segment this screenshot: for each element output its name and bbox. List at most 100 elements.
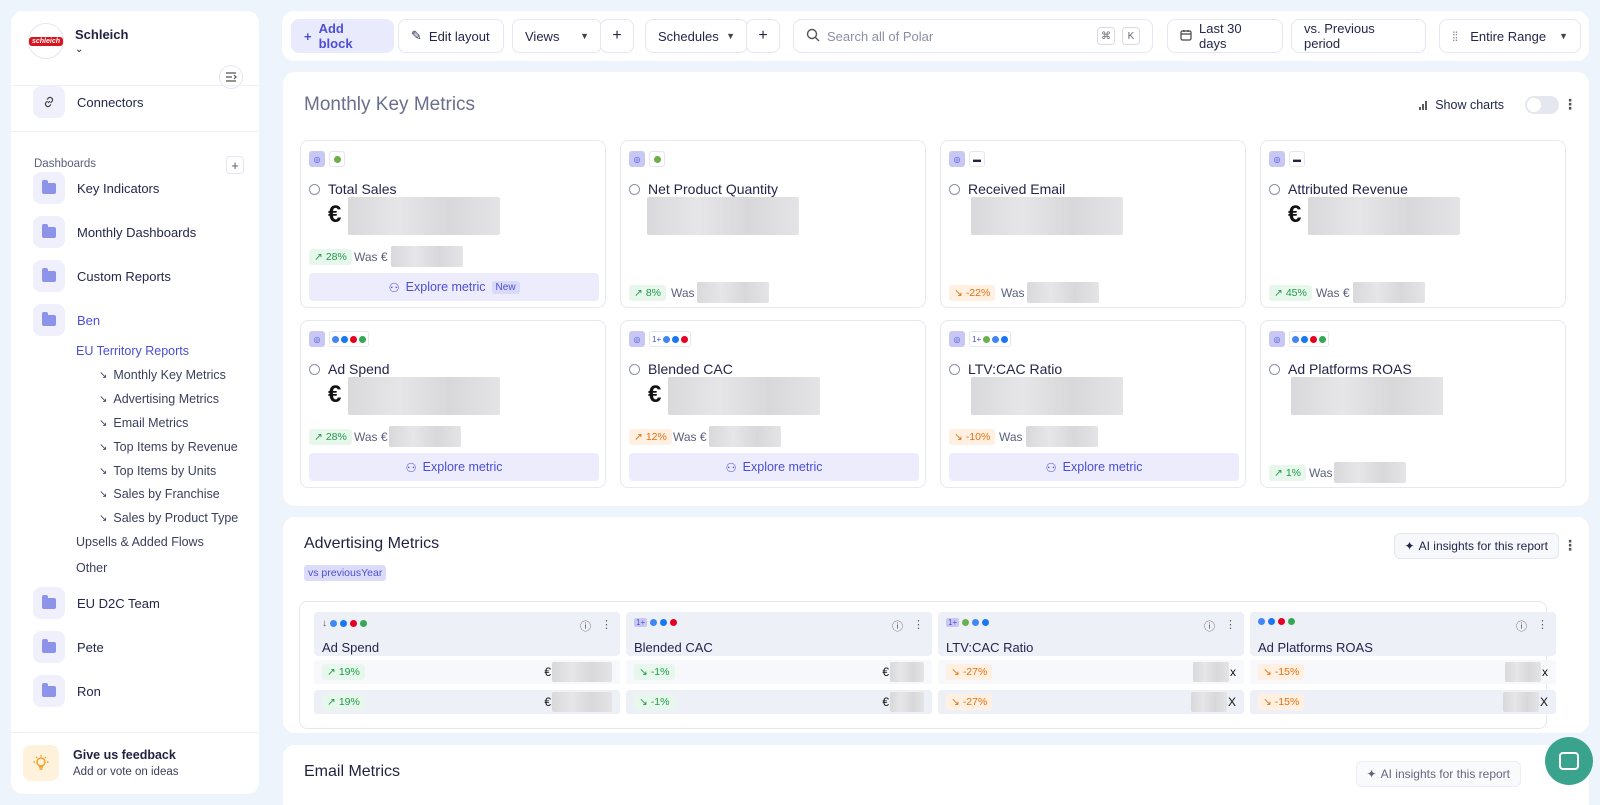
unit-suffix: x xyxy=(1230,665,1236,679)
sidebar-report-item[interactable]: ↘ Email Metrics xyxy=(99,416,188,430)
currency-symbol: € xyxy=(882,695,889,709)
kebab-menu-icon[interactable]: ⋮ xyxy=(601,619,612,631)
source-icons: ↓ xyxy=(322,618,367,629)
previous-value-label: Was € xyxy=(354,430,388,444)
workspace-switcher[interactable]: schleich Schleich ⌄ xyxy=(28,23,128,59)
divider xyxy=(11,131,259,132)
dashboards-section-label: Dashboards xyxy=(34,158,97,170)
table-column-header[interactable]: 1+ ⓘ ⋮ Blended CAC xyxy=(626,612,932,656)
kebab-menu-icon[interactable]: ⋮ xyxy=(913,619,924,631)
info-icon[interactable]: ⓘ xyxy=(1516,621,1527,633)
metric-card[interactable]: ◎ Ad Platforms ROAS ↗ 1% Was xyxy=(1260,320,1566,488)
search-input[interactable]: Search all of Polar ⌘ K xyxy=(793,19,1153,53)
sidebar-folder-pete[interactable]: Pete xyxy=(33,631,104,663)
arrow-down-right-icon: ↘ xyxy=(1263,666,1272,678)
ai-insights-button[interactable]: ✦ AI insights for this report xyxy=(1355,761,1521,787)
sidebar-report-item[interactable]: ↘ Top Items by Revenue xyxy=(99,440,238,454)
lightbulb-icon xyxy=(23,745,59,781)
arrow-down-right-icon: ↘ xyxy=(99,417,108,429)
add-block-button[interactable]: + Add block xyxy=(291,19,394,53)
show-charts-toggle[interactable] xyxy=(1525,96,1559,114)
metric-card[interactable]: ◎ 1+ Blended CAC € ↗ 12% Was € ⚇ Explore me… xyxy=(620,320,926,488)
change-badge: ↗ 19% xyxy=(322,664,365,680)
unit-suffix: X xyxy=(1227,695,1236,709)
hierarchy-icon: ⚇ xyxy=(725,460,737,475)
panel-title: Monthly Key Metrics xyxy=(304,94,476,115)
table-column-header[interactable]: 1+ ⓘ ⋮ LTV:CAC Ratio xyxy=(938,612,1244,656)
add-dashboard-button[interactable]: + xyxy=(226,156,244,174)
email-metrics-panel: Email Metrics ✦ AI insights for this repo… xyxy=(283,745,1589,805)
kebab-menu-icon[interactable]: ⋮ xyxy=(1537,619,1548,631)
sidebar-report-item[interactable]: ↘ Sales by Product Type xyxy=(99,511,238,525)
table-column-header[interactable]: ↓ ⓘ ⋮ Ad Spend xyxy=(314,612,620,656)
compare-period-button[interactable]: vs. Previous period xyxy=(1291,19,1426,53)
sidebar-folder-monthly-dashboards[interactable]: Monthly Dashboards xyxy=(33,216,196,248)
ai-insights-button[interactable]: ✦ AI insights for this report xyxy=(1393,533,1559,559)
explore-metric-button[interactable]: ⚇ Explore metric xyxy=(629,453,919,481)
kebab-menu-icon[interactable]: ⋮ xyxy=(1225,619,1236,631)
explore-metric-button[interactable]: ⚇ Explore metric xyxy=(309,453,599,481)
redacted-value xyxy=(971,197,1123,235)
change-value: 19% xyxy=(338,696,360,708)
plus-icon: + xyxy=(612,27,622,44)
report-label: Advertising Metrics xyxy=(113,392,219,406)
change-value: -27% xyxy=(962,696,988,708)
currency-symbol: € xyxy=(1288,201,1302,228)
explore-label: Explore metric xyxy=(1062,460,1143,474)
date-range-label: Last 30 days xyxy=(1199,21,1242,51)
metric-card[interactable]: ◎ Ad Spend € ↗ 28% Was € ⚇ Explore metric xyxy=(300,320,606,488)
metric-card[interactable]: ◎ Total Sales € ↗ 28% Was € ⚇ Explore metr… xyxy=(300,140,606,308)
info-icon xyxy=(309,363,320,375)
metric-card[interactable]: ◎ ▬ Attributed Revenue € ↗ 45% Was € xyxy=(1260,140,1566,308)
sidebar-folder-key-indicators[interactable]: Key Indicators xyxy=(33,172,159,204)
hierarchy-icon: ⚇ xyxy=(388,280,400,295)
explore-metric-button[interactable]: ⚇ Explore metric New xyxy=(309,273,599,301)
arrow-down-right-icon: ↘ xyxy=(99,512,108,524)
info-icon[interactable]: ⓘ xyxy=(580,621,591,633)
table-column-header[interactable]: ⓘ ⋮ Ad Platforms ROAS xyxy=(1250,612,1556,656)
explore-metric-button[interactable]: ⚇ Explore metric xyxy=(949,453,1239,481)
sidebar-report-item[interactable]: ↘ Monthly Key Metrics xyxy=(99,368,226,382)
info-icon[interactable]: ⓘ xyxy=(892,621,903,633)
metric-card[interactable]: ◎ ▬ Received Email ↘ -22% Was xyxy=(940,140,1246,308)
cell-value: € xyxy=(882,662,924,682)
schedules-dropdown[interactable]: Schedules ▼ xyxy=(645,19,748,53)
add-schedule-button[interactable]: + xyxy=(746,19,780,53)
sidebar: schleich Schleich ⌄ Connectors Dashboard… xyxy=(11,11,259,794)
kebab-menu-icon[interactable]: ⋮ xyxy=(1563,537,1577,553)
sidebar-folder-ben[interactable]: Ben xyxy=(33,304,100,336)
ai-insights-label: AI insights for this report xyxy=(1380,767,1510,781)
sidebar-item-other[interactable]: Other xyxy=(76,561,108,575)
date-range-button[interactable]: Last 30 days xyxy=(1167,19,1283,53)
arrow-down-right-icon: ↘ xyxy=(99,465,108,477)
chat-launcher-button[interactable] xyxy=(1545,737,1593,785)
metric-card[interactable]: ◎ Net Product Quantity ↗ 8% Was xyxy=(620,140,926,308)
info-icon[interactable]: ⓘ xyxy=(1204,621,1215,633)
kebab-menu-icon[interactable]: ⋮ xyxy=(1563,96,1577,112)
sidebar-item-label: Monthly Dashboards xyxy=(77,224,197,240)
edit-layout-button[interactable]: ✎ Edit layout xyxy=(398,19,504,53)
source-icons: ◎ ▬ xyxy=(1269,151,1305,167)
sidebar-item-eu-territory-reports[interactable]: EU Territory Reports xyxy=(76,344,189,358)
schedules-label: Schedules xyxy=(658,28,719,44)
sidebar-folder-ron[interactable]: Ron xyxy=(33,675,101,707)
folder-icon xyxy=(33,260,65,292)
sidebar-item-connectors[interactable]: Connectors xyxy=(33,86,143,118)
feedback-link[interactable]: Give us feedback Add or vote on ideas xyxy=(11,732,259,794)
cmd-key-icon: ⌘ xyxy=(1097,27,1115,45)
sidebar-report-item[interactable]: ↘ Top Items by Units xyxy=(99,464,216,478)
granularity-dropdown[interactable]: ⁞⁞ Entire Range ▼ xyxy=(1439,19,1581,53)
sidebar-folder-eu-d2c-team[interactable]: EU D2C Team xyxy=(33,587,160,619)
add-view-button[interactable]: + xyxy=(600,19,634,53)
k-key-icon: K xyxy=(1122,27,1140,45)
source-icons: ◎ xyxy=(629,151,665,167)
metric-card[interactable]: ◎ 1+ LTV:CAC Ratio ↘ -10% Was ⚇ Explore met… xyxy=(940,320,1246,488)
link-icon xyxy=(33,86,65,118)
workspace-name: Schleich xyxy=(75,27,129,42)
sidebar-item-upsells[interactable]: Upsells & Added Flows xyxy=(76,535,204,549)
sidebar-folder-custom-reports[interactable]: Custom Reports xyxy=(33,260,171,292)
views-dropdown[interactable]: Views ▼ xyxy=(512,19,602,53)
sidebar-report-item[interactable]: ↘ Advertising Metrics xyxy=(99,392,219,406)
sidebar-report-item[interactable]: ↘ Sales by Franchise xyxy=(99,487,220,501)
change-badge: ↗ 1% xyxy=(1269,465,1306,481)
